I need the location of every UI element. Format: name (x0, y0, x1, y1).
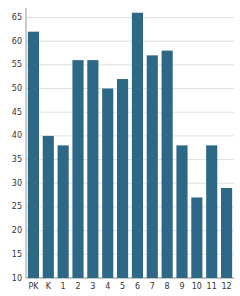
x-tick-label: 4 (105, 282, 110, 291)
y-axis-line (26, 8, 27, 278)
bar (117, 79, 128, 278)
bar (58, 145, 69, 278)
y-tick-label: 20 (12, 226, 22, 235)
bar (28, 32, 39, 278)
y-tick-label: 35 (12, 155, 22, 164)
bars (28, 13, 232, 278)
x-tick-label: 12 (221, 282, 231, 291)
bar (221, 188, 232, 278)
x-tick-label: 6 (135, 282, 140, 291)
bar (87, 60, 98, 278)
y-tick-label: 10 (12, 274, 22, 283)
bar (162, 51, 173, 278)
x-tick-label: 9 (179, 282, 184, 291)
x-tick-labels: PKK123456789101112 (28, 282, 231, 291)
bar (191, 197, 202, 278)
x-tick-label: 7 (150, 282, 155, 291)
x-tick-label: 11 (207, 282, 217, 291)
grid-line (26, 41, 234, 42)
x-tick-label: 3 (90, 282, 95, 291)
bar (43, 136, 54, 278)
grid-line (26, 278, 234, 279)
x-axis-line (26, 278, 234, 279)
chart-svg: 101520253035404550556065PKK1234567891011… (0, 0, 240, 296)
y-grid (26, 17, 234, 278)
y-tick-label: 60 (12, 37, 22, 46)
grid-line (26, 88, 234, 89)
grid-line (26, 230, 234, 231)
y-tick-label: 40 (12, 131, 22, 140)
bar (176, 145, 187, 278)
bar (206, 145, 217, 278)
x-tick-label: 10 (192, 282, 202, 291)
y-tick-label: 55 (12, 60, 22, 69)
chart-container: 101520253035404550556065PKK1234567891011… (0, 0, 240, 296)
y-tick-label: 50 (12, 84, 22, 93)
grid-line (26, 159, 234, 160)
y-tick-label: 30 (12, 179, 22, 188)
y-tick-label: 15 (12, 250, 22, 259)
grid-line (26, 206, 234, 207)
y-tick-label: 45 (12, 108, 22, 117)
bar (132, 13, 143, 278)
grid-line (26, 135, 234, 136)
grid-line (26, 183, 234, 184)
x-tick-label: 2 (75, 282, 80, 291)
bar (102, 89, 113, 278)
page: {"chart_data": {"type": "bar", "categori… (0, 0, 240, 296)
bar (72, 60, 83, 278)
x-tick-label: PK (28, 282, 39, 291)
grid-line (26, 17, 234, 18)
y-tick-labels: 10 15 20 25 30 35 40 45 50 55 60 65 (12, 13, 22, 283)
x-tick-label: 5 (120, 282, 125, 291)
x-tick-label: 1 (61, 282, 66, 291)
y-tick-label: 65 (12, 13, 22, 22)
y-tick-label: 25 (12, 202, 22, 211)
bar (147, 55, 158, 278)
x-tick-label: K (46, 282, 52, 291)
grid-line (26, 64, 234, 65)
grid-line (26, 112, 234, 113)
grid-line (26, 254, 234, 255)
x-tick-label: 8 (165, 282, 170, 291)
